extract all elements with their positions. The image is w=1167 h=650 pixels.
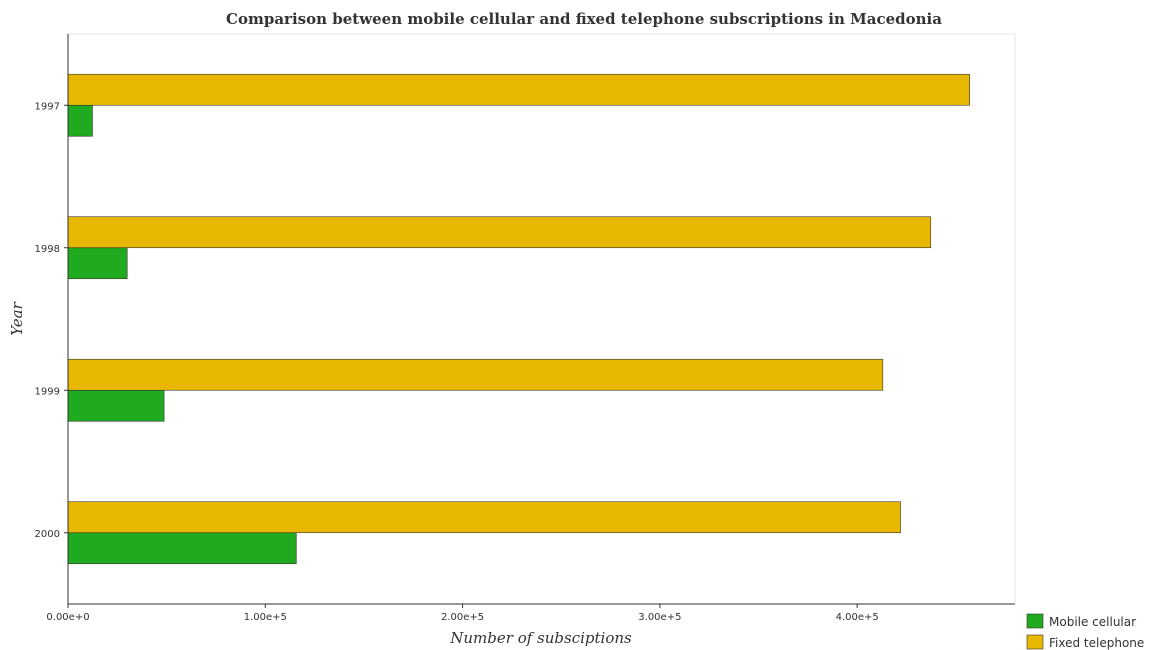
x-axis-title: Number of subsciptions [449,629,632,647]
bar-mobile-cellular-1998 [67,247,128,280]
bars-group [67,73,970,565]
legend-swatch-mobile-cellular [1026,613,1044,629]
bar-mobile-cellular-1997 [67,104,93,137]
bar-fixed-telephone-1998 [67,216,932,249]
chart-title: Comparison between mobile cellular and f… [226,10,942,28]
y-tick-label-1998: 1998 [35,244,60,255]
y-axis-title: Year [8,301,26,335]
bar-fixed-telephone-1999 [67,358,884,391]
legend-label-mobile-cellular: Mobile cellular [1049,615,1136,629]
bar-fixed-telephone-2000 [67,501,901,534]
y-tick-label-1997: 1997 [35,101,60,112]
legend: Mobile cellular Fixed telephone [1026,613,1144,650]
bar-mobile-cellular-2000 [67,532,297,565]
legend-swatch-fixed-telephone [1026,634,1044,650]
x-tick-label: 3.00e+5 [638,612,681,623]
legend-label-fixed-telephone: Fixed telephone [1049,636,1144,650]
x-tick-label: 1.00e+5 [244,612,287,623]
bar-fixed-telephone-1997 [67,73,970,106]
x-tick-label: 4.00e+5 [836,612,879,623]
y-tick-label-2000: 2000 [35,529,60,540]
y-tick-label-1999: 1999 [35,386,60,397]
bar-mobile-cellular-1999 [67,389,165,422]
x-tick-label: 0.00e+0 [46,612,89,623]
x-axis: 0.00e+0 1.00e+5 2.00e+5 3.00e+5 4.00e+5 [46,603,1015,623]
x-tick-label: 2.00e+5 [441,612,484,623]
y-axis: 1997 1998 1999 2000 [35,34,69,604]
